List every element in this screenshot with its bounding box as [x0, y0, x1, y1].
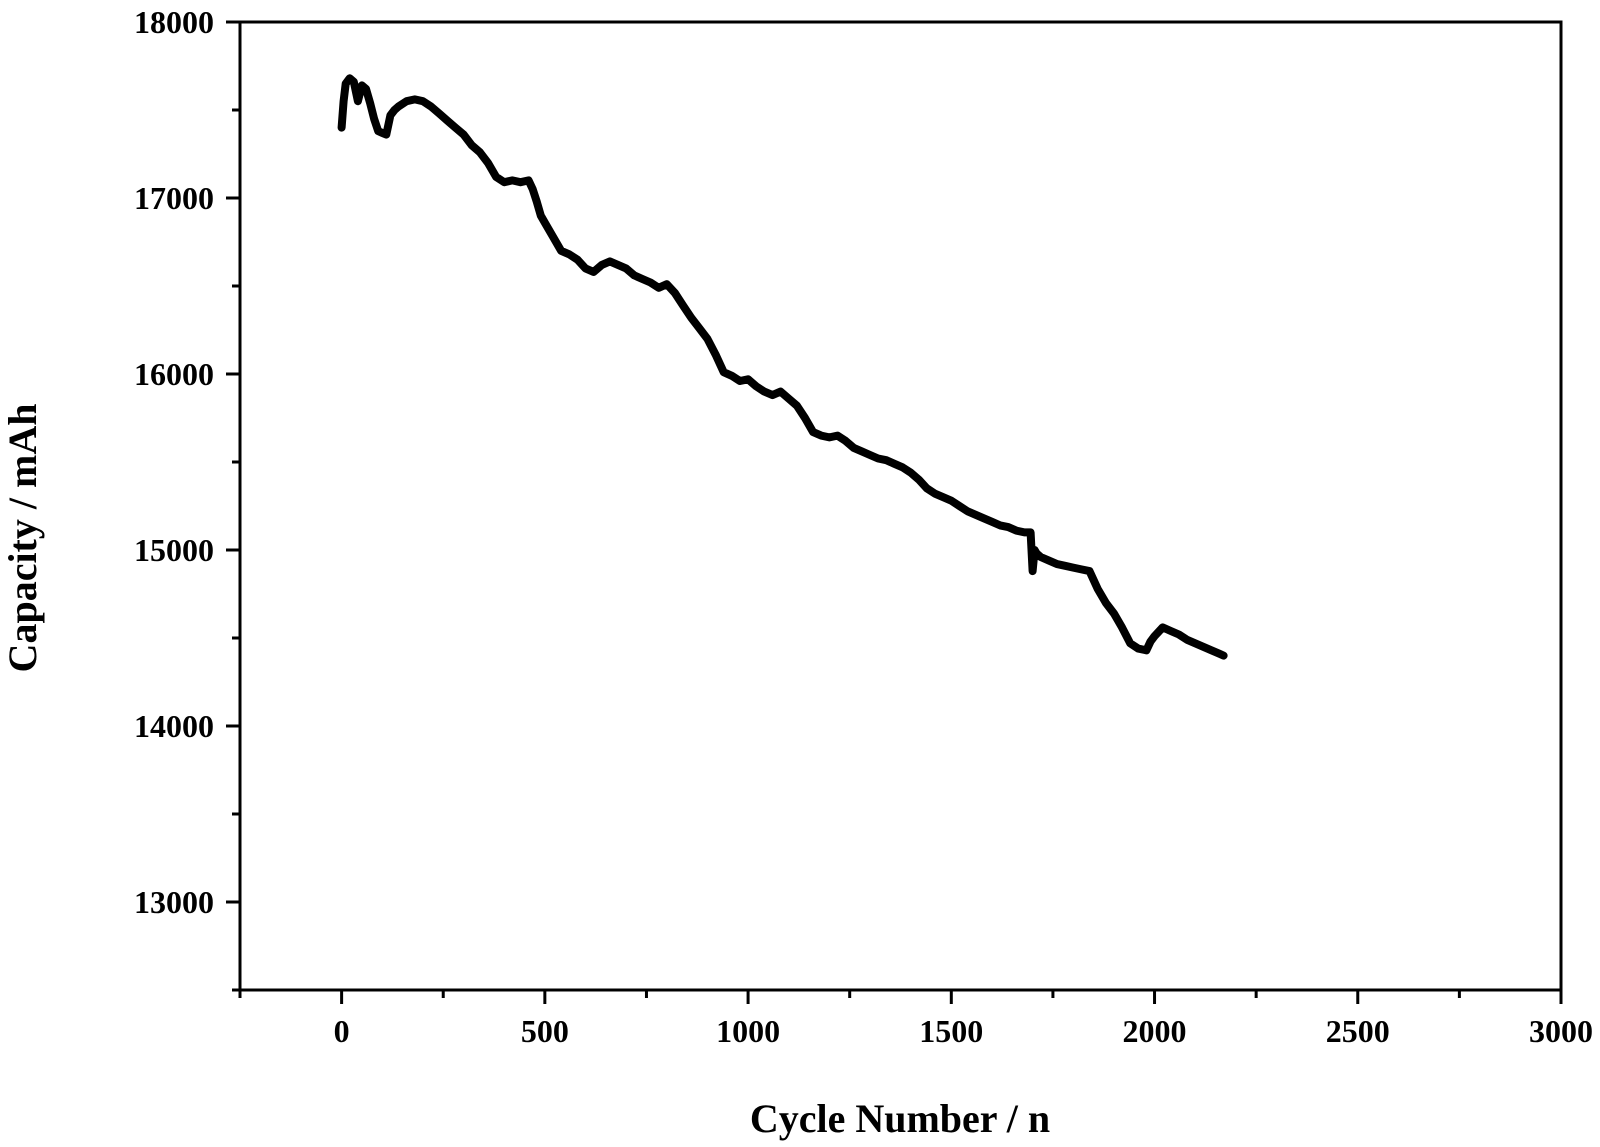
x-tick-label: 1000: [716, 1013, 780, 1049]
x-tick-label: 1500: [919, 1013, 983, 1049]
axis-tick-labels: 0 500 1000 1500 2000 2500 3000 13000 14000 15000 1…: [134, 4, 1593, 1049]
y-tick-label: 16000: [134, 356, 214, 392]
x-axis-title: Cycle Number / n: [750, 1096, 1050, 1141]
axis-ticks: [226, 20, 1563, 1004]
y-tick-label: 15000: [134, 532, 214, 568]
x-tick-label: 3000: [1529, 1013, 1593, 1049]
y-tick-label: 17000: [134, 180, 214, 216]
y-tick-label: 13000: [134, 884, 214, 920]
series-line-capacity: [337, 74, 1228, 660]
x-tick-label: 0: [334, 1013, 350, 1049]
x-tick-label: 2500: [1326, 1013, 1390, 1049]
y-tick-label: 18000: [134, 4, 214, 40]
x-tick-label: 500: [521, 1013, 569, 1049]
plot-area-frame: [238, 20, 1563, 992]
y-tick-label: 14000: [134, 708, 214, 744]
x-tick-label: 2000: [1123, 1013, 1187, 1049]
y-axis-title: Capacity / mAh: [0, 404, 45, 673]
